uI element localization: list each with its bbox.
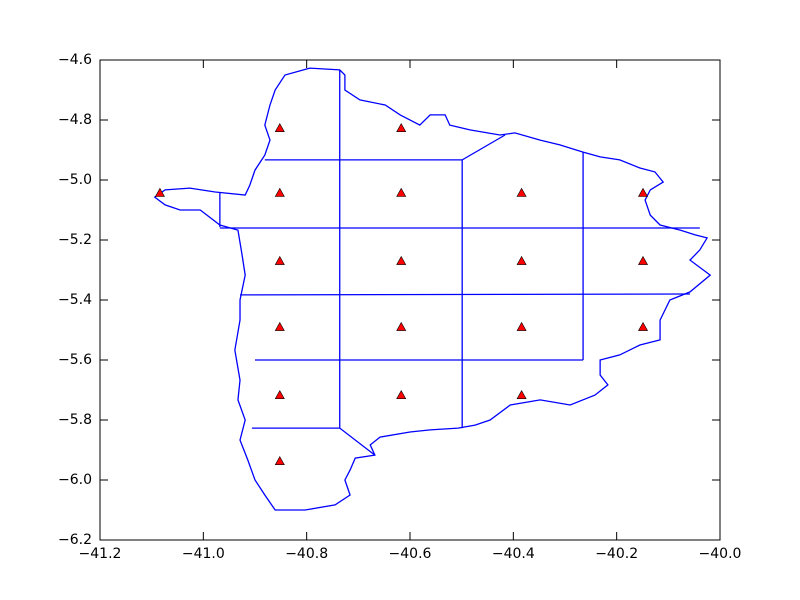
marker [274, 321, 285, 331]
marker [638, 255, 649, 265]
marker [154, 187, 165, 197]
x-tick-label: −40.0 [699, 546, 742, 562]
marker [274, 389, 285, 399]
x-tick-label: −40.2 [595, 546, 638, 562]
x-tick-label: −41.0 [182, 546, 225, 562]
marker [638, 187, 649, 197]
y-tick-label: −5.4 [58, 292, 92, 308]
marker [516, 187, 527, 197]
marker [396, 321, 407, 331]
y-tick-label: −4.8 [58, 112, 92, 128]
marker [638, 321, 649, 331]
outline [153, 67, 712, 511]
marker [274, 255, 285, 265]
x-tick-label: −40.8 [285, 546, 328, 562]
y-tick-label: −5.0 [58, 172, 92, 188]
marker [516, 321, 527, 331]
x-tick-label: −41.2 [79, 546, 122, 562]
marker [516, 389, 527, 399]
y-tick-label: −6.2 [58, 532, 92, 548]
marker [396, 122, 407, 132]
marker [396, 187, 407, 197]
marker [516, 255, 527, 265]
y-tick-label: −5.2 [58, 232, 92, 248]
marker [274, 187, 285, 197]
x-tick-label: −40.6 [389, 546, 432, 562]
cell-edge [240, 293, 691, 296]
x-tick-label: −40.4 [492, 546, 535, 562]
y-tick-label: −5.8 [58, 412, 92, 428]
y-tick-label: −5.6 [58, 352, 92, 368]
marker [396, 389, 407, 399]
marker [274, 122, 285, 132]
marker [396, 255, 407, 265]
y-tick-label: −6.0 [58, 472, 92, 488]
marker [274, 455, 285, 465]
y-tick-label: −4.6 [58, 52, 92, 68]
